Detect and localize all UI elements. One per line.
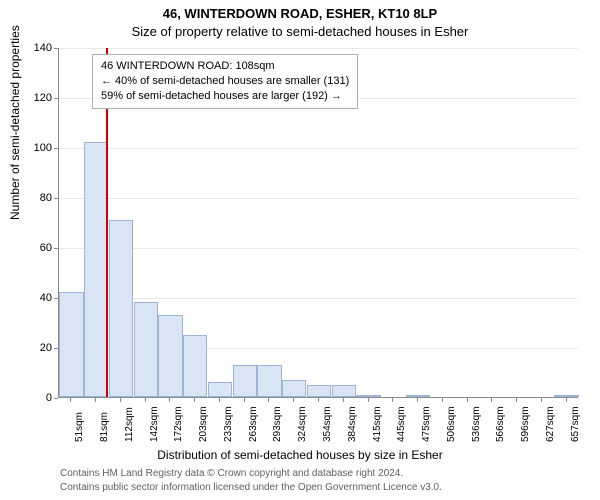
xtick-label: 506sqm xyxy=(446,406,457,442)
info-line-2: ← 40% of semi-detached houses are smalle… xyxy=(101,74,349,89)
ytick-mark xyxy=(54,398,58,399)
xtick-mark xyxy=(293,398,294,402)
ytick-mark xyxy=(54,298,58,299)
xtick-mark xyxy=(70,398,71,402)
xtick-mark xyxy=(541,398,542,402)
xtick-label: 627sqm xyxy=(545,406,556,442)
xtick-label: 112sqm xyxy=(124,407,135,442)
ytick-label: 20 xyxy=(12,342,52,354)
xtick-label: 536sqm xyxy=(471,406,482,442)
ytick-label: 40 xyxy=(12,292,52,304)
xtick-mark xyxy=(343,398,344,402)
info-box: 46 WINTERDOWN ROAD: 108sqm ← 40% of semi… xyxy=(92,54,358,109)
histogram-bar xyxy=(282,380,306,398)
footer-line-1: Contains HM Land Registry data © Crown c… xyxy=(60,468,403,479)
histogram-bar xyxy=(406,395,430,398)
footer-line-2: Contains public sector information licen… xyxy=(60,482,442,493)
ytick-mark xyxy=(54,148,58,149)
xtick-mark xyxy=(145,398,146,402)
xtick-label: 51sqm xyxy=(74,412,85,442)
info-line-3: 59% of semi-detached houses are larger (… xyxy=(101,89,349,104)
ytick-mark xyxy=(54,348,58,349)
gridline xyxy=(59,298,578,299)
histogram-bar xyxy=(554,395,578,398)
xtick-label: 415sqm xyxy=(372,406,383,442)
xtick-label: 596sqm xyxy=(520,406,531,442)
xtick-mark xyxy=(169,398,170,402)
histogram-bar xyxy=(134,302,158,397)
info-line-1: 46 WINTERDOWN ROAD: 108sqm xyxy=(101,59,349,74)
ytick-mark xyxy=(54,48,58,49)
xtick-label: 233sqm xyxy=(223,406,234,442)
histogram-bar xyxy=(257,365,281,398)
xtick-label: 384sqm xyxy=(347,406,358,442)
histogram-bar xyxy=(183,335,207,398)
histogram-bar xyxy=(208,382,232,397)
histogram-bar xyxy=(356,395,380,398)
ytick-label: 80 xyxy=(12,192,52,204)
xtick-mark xyxy=(417,398,418,402)
xtick-label: 657sqm xyxy=(570,406,581,442)
xtick-label: 475sqm xyxy=(421,406,432,442)
gridline xyxy=(59,48,578,49)
ytick-mark xyxy=(54,198,58,199)
xtick-mark xyxy=(194,398,195,402)
y-axis-label: Number of semi-detached properties xyxy=(8,25,22,220)
xtick-label: 566sqm xyxy=(495,406,506,442)
xtick-mark xyxy=(368,398,369,402)
ytick-label: 140 xyxy=(12,42,52,54)
xtick-mark xyxy=(95,398,96,402)
xtick-mark xyxy=(219,398,220,402)
xtick-mark xyxy=(392,398,393,402)
xtick-mark xyxy=(467,398,468,402)
ytick-label: 0 xyxy=(12,392,52,404)
xtick-label: 203sqm xyxy=(198,406,209,442)
ytick-label: 100 xyxy=(12,142,52,154)
histogram-bar xyxy=(109,220,133,398)
chart-title-sub: Size of property relative to semi-detach… xyxy=(0,24,600,39)
xtick-mark xyxy=(516,398,517,402)
chart-title-main: 46, WINTERDOWN ROAD, ESHER, KT10 8LP xyxy=(0,6,600,21)
xtick-mark xyxy=(318,398,319,402)
xtick-mark xyxy=(268,398,269,402)
gridline xyxy=(59,248,578,249)
histogram-bar xyxy=(84,142,108,397)
xtick-mark xyxy=(491,398,492,402)
ytick-label: 60 xyxy=(12,242,52,254)
xtick-label: 324sqm xyxy=(297,406,308,442)
xtick-label: 293sqm xyxy=(272,406,283,442)
xtick-label: 354sqm xyxy=(322,406,333,442)
histogram-bar xyxy=(158,315,182,398)
gridline xyxy=(59,198,578,199)
xtick-label: 142sqm xyxy=(149,406,160,442)
xtick-mark xyxy=(442,398,443,402)
xtick-mark xyxy=(120,398,121,402)
x-axis-label: Distribution of semi-detached houses by … xyxy=(0,448,600,462)
xtick-mark xyxy=(244,398,245,402)
ytick-mark xyxy=(54,98,58,99)
xtick-mark xyxy=(566,398,567,402)
gridline xyxy=(59,148,578,149)
xtick-label: 445sqm xyxy=(396,406,407,442)
ytick-label: 120 xyxy=(12,92,52,104)
histogram-bar xyxy=(332,385,356,398)
ytick-mark xyxy=(54,248,58,249)
histogram-bar xyxy=(233,365,257,398)
xtick-label: 81sqm xyxy=(99,412,110,442)
histogram-bar xyxy=(307,385,331,398)
xtick-label: 172sqm xyxy=(173,406,184,442)
xtick-label: 263sqm xyxy=(248,406,259,442)
histogram-bar xyxy=(59,292,83,397)
